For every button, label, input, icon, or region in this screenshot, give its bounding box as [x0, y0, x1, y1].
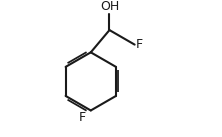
Text: OH: OH: [100, 0, 119, 13]
Text: F: F: [78, 111, 85, 124]
Text: F: F: [136, 38, 143, 51]
